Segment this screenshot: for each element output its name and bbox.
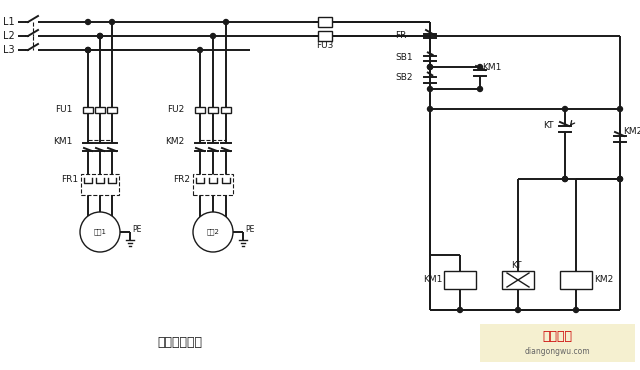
Text: diangongwu.com: diangongwu.com (524, 347, 590, 357)
Circle shape (428, 107, 433, 111)
Circle shape (86, 20, 90, 24)
Circle shape (223, 20, 228, 24)
Text: L2: L2 (3, 31, 15, 41)
Circle shape (477, 64, 483, 70)
Text: FR1: FR1 (61, 175, 78, 184)
Bar (444, 271, 476, 289)
Circle shape (563, 176, 568, 182)
Text: SB2: SB2 (395, 74, 413, 83)
Text: SB1: SB1 (395, 53, 413, 61)
Circle shape (80, 212, 120, 252)
Text: L1: L1 (3, 17, 15, 27)
Circle shape (97, 34, 102, 38)
Text: 电机1: 电机1 (93, 229, 106, 235)
Text: KM2: KM2 (164, 137, 184, 145)
Bar (502, 271, 534, 289)
Circle shape (109, 20, 115, 24)
Text: PE: PE (245, 225, 254, 235)
Text: 电工之屋: 电工之屋 (542, 330, 572, 343)
Text: FU3: FU3 (316, 41, 333, 50)
Text: KT: KT (511, 262, 521, 270)
Bar (318, 17, 332, 27)
Text: FR2: FR2 (173, 175, 190, 184)
Circle shape (428, 64, 433, 70)
Circle shape (86, 47, 90, 53)
Bar (560, 271, 592, 289)
Bar (83, 107, 93, 113)
Bar (208, 107, 218, 113)
Circle shape (198, 47, 202, 53)
Bar (107, 107, 117, 113)
Circle shape (86, 47, 90, 53)
Text: 自动顺序控制: 自动顺序控制 (157, 336, 202, 349)
Circle shape (458, 307, 463, 313)
Circle shape (618, 176, 623, 182)
Circle shape (515, 307, 520, 313)
Text: 电机2: 电机2 (207, 229, 220, 235)
Circle shape (618, 107, 623, 111)
Text: KM2: KM2 (594, 276, 613, 285)
Text: FU1: FU1 (54, 105, 72, 114)
Bar (95, 107, 105, 113)
Circle shape (618, 176, 623, 182)
Circle shape (97, 34, 102, 38)
Circle shape (573, 307, 579, 313)
Bar (195, 107, 205, 113)
Text: KM1: KM1 (52, 137, 72, 145)
Text: FR: FR (395, 30, 406, 40)
Text: KM1: KM1 (482, 64, 501, 73)
Bar (193, 174, 233, 195)
Text: KT: KT (543, 121, 554, 131)
Circle shape (428, 87, 433, 91)
Circle shape (211, 34, 216, 38)
Bar (221, 107, 231, 113)
Text: FU2: FU2 (167, 105, 184, 114)
Circle shape (428, 64, 433, 70)
Bar (81, 174, 119, 195)
Circle shape (563, 107, 568, 111)
Text: PE: PE (132, 225, 141, 235)
Bar (318, 31, 332, 41)
Text: L3: L3 (3, 45, 15, 55)
Bar (480, 324, 635, 362)
Text: KM1: KM1 (422, 276, 442, 285)
Text: KM2: KM2 (623, 128, 640, 137)
Circle shape (563, 176, 568, 182)
Circle shape (193, 212, 233, 252)
Circle shape (477, 87, 483, 91)
